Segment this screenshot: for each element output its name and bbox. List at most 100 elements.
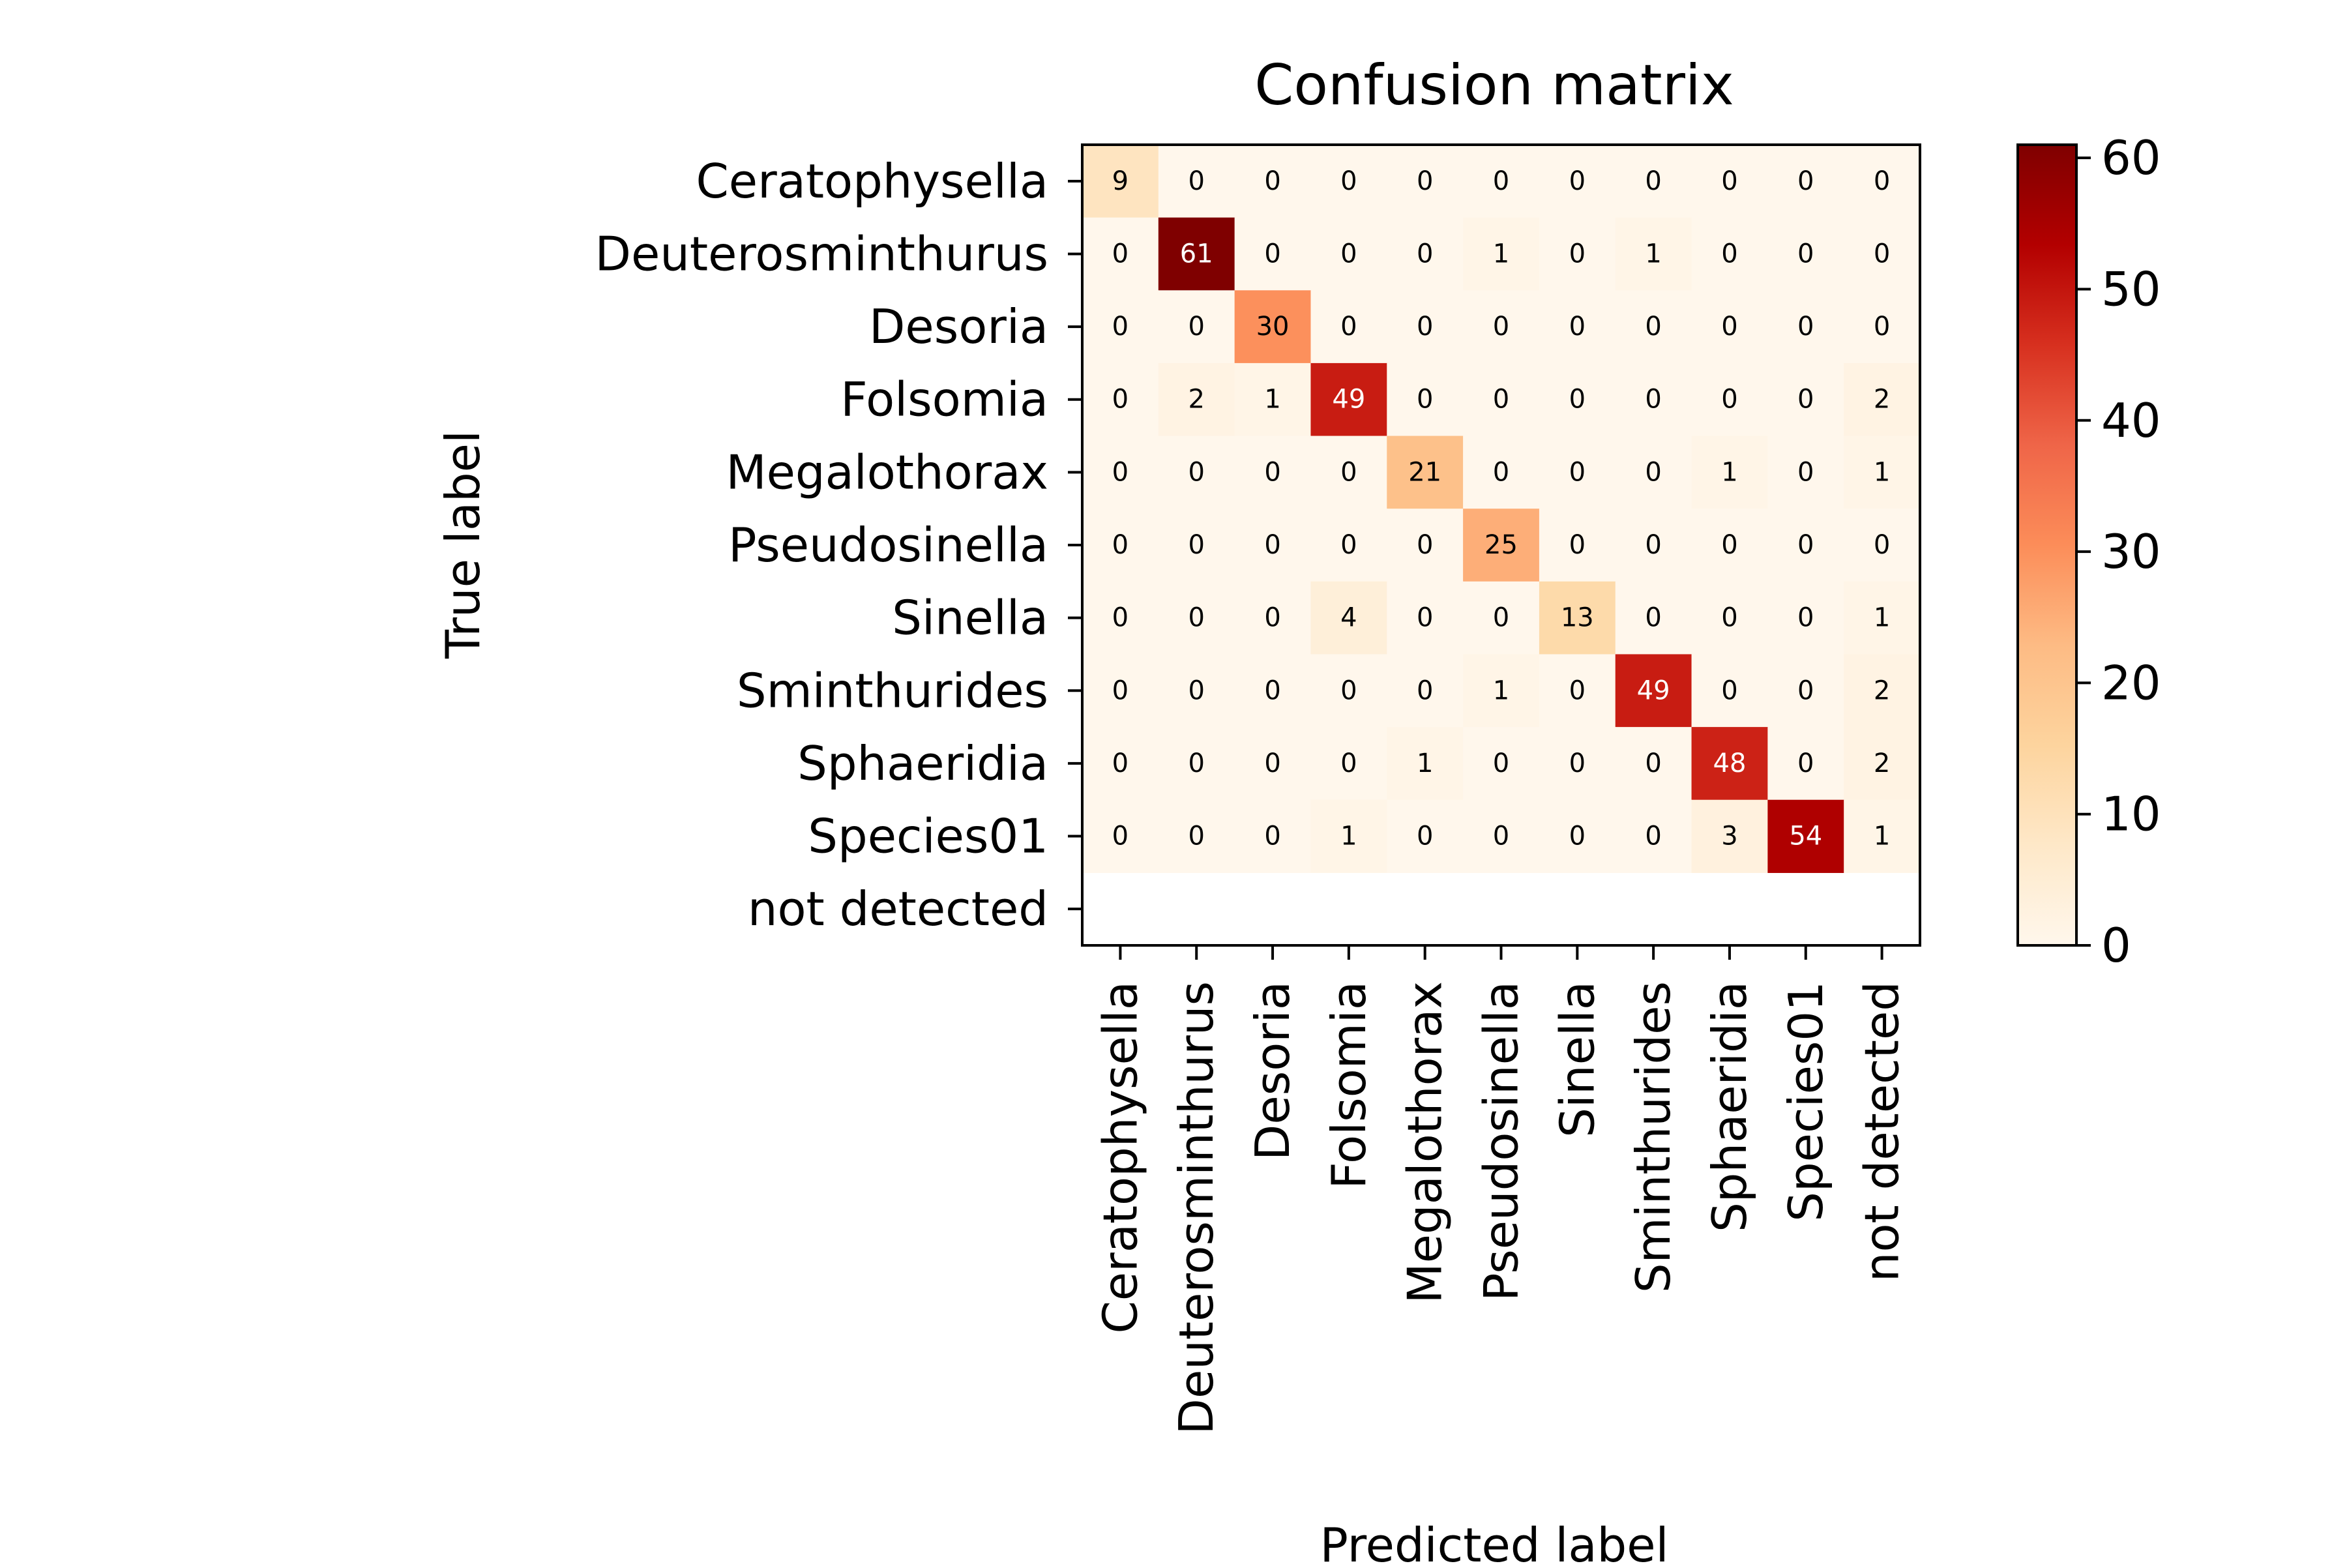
cell-value-label: 0 <box>1874 530 1890 560</box>
y-tick-label: Sminthurides <box>737 663 1048 718</box>
cell-value-label: 0 <box>1264 166 1280 196</box>
colorbar-tick-label: 20 <box>2101 655 2161 710</box>
cell-value-label: 0 <box>1645 748 1661 778</box>
cell-value-label: 61 <box>1180 239 1213 269</box>
x-axis-ticks: Ceratophysella Deuterosminthurus Desoria Fo… <box>1093 945 1910 1435</box>
cell-value-label: 2 <box>1874 675 1890 705</box>
heatmap-cell <box>1767 727 1844 801</box>
cell-value-label: 0 <box>1797 166 1814 196</box>
cell-value-label: 0 <box>1340 166 1357 196</box>
heatmap-cell <box>1387 581 1464 655</box>
heatmap-cell <box>1767 581 1844 655</box>
y-tick-label: Pseudosinella <box>728 518 1048 572</box>
heatmap-cell <box>1387 509 1464 582</box>
colorbar-tick-label: 10 <box>2101 787 2161 842</box>
heatmap-cell <box>1539 217 1616 291</box>
cell-value-label: 0 <box>1340 748 1357 778</box>
colorbar-tick-label: 50 <box>2101 261 2161 316</box>
cell-value-label: 0 <box>1264 748 1280 778</box>
heatmap-cell <box>1539 290 1616 364</box>
cell-value-label: 0 <box>1417 239 1433 269</box>
cell-value-label: 0 <box>1417 385 1433 415</box>
cell-value-label: 0 <box>1874 239 1890 269</box>
cell-value-label: 0 <box>1645 166 1661 196</box>
cell-value-label: 0 <box>1493 748 1509 778</box>
cell-value-label: 0 <box>1112 457 1129 487</box>
heatmap-cell <box>1767 509 1844 582</box>
cell-value-label: 54 <box>1789 821 1822 851</box>
heatmap-cell <box>1844 362 1921 437</box>
cell-value-label: 0 <box>1417 821 1433 851</box>
heatmap-cell <box>1844 290 1921 364</box>
cell-value-label: 0 <box>1417 312 1433 342</box>
y-tick-label: Megalothorax <box>726 445 1048 499</box>
cell-value-label: 0 <box>1264 603 1280 633</box>
heatmap-cell <box>1234 362 1312 437</box>
cell-value-label: 13 <box>1561 603 1594 633</box>
heatmap-cell <box>1463 654 1540 728</box>
x-tick-label: Desoria <box>1245 981 1300 1161</box>
heatmap-cell <box>1463 362 1540 437</box>
heatmap-cell <box>1463 799 1540 873</box>
heatmap-cell <box>1234 654 1312 728</box>
cell-value-label: 1 <box>1264 385 1280 415</box>
cell-value-label: 0 <box>1874 312 1890 342</box>
heatmap-cells <box>1082 145 1921 873</box>
cell-value-label: 0 <box>1340 239 1357 269</box>
cell-value-label: 0 <box>1721 166 1737 196</box>
heatmap-cell <box>1310 290 1387 364</box>
heatmap-cell <box>1158 509 1235 582</box>
heatmap-cell <box>1463 436 1540 509</box>
heatmap-cell <box>1767 290 1844 364</box>
cell-value-label: 0 <box>1797 457 1814 487</box>
heatmap-cell <box>1082 727 1159 801</box>
heatmap-cell <box>1082 290 1159 364</box>
cell-value-label: 0 <box>1569 748 1586 778</box>
cell-value-label: 0 <box>1721 530 1737 560</box>
heatmap-cell <box>1463 509 1540 582</box>
heatmap-cell <box>1539 145 1616 218</box>
heatmap-cell <box>1615 436 1692 509</box>
cell-value-label: 0 <box>1417 603 1433 633</box>
x-tick-label: Folsomia <box>1321 981 1376 1189</box>
cell-value-label: 0 <box>1797 239 1814 269</box>
heatmap-cell <box>1615 654 1692 728</box>
heatmap-cell <box>1082 654 1159 728</box>
heatmap-cell <box>1615 290 1692 364</box>
cell-value-label: 0 <box>1569 675 1586 705</box>
heatmap-cell <box>1615 362 1692 437</box>
heatmap-cell <box>1844 509 1921 582</box>
heatmap-cell <box>1691 217 1768 291</box>
y-tick-label: not detected <box>748 881 1048 936</box>
y-tick-label: Ceratophysella <box>696 154 1048 209</box>
cell-value-label: 0 <box>1264 530 1280 560</box>
cell-value-label: 0 <box>1874 166 1890 196</box>
cell-value-label: 0 <box>1645 385 1661 415</box>
heatmap-cell <box>1844 727 1921 801</box>
heatmap-cell <box>1234 436 1312 509</box>
heatmap-cell <box>1310 727 1387 801</box>
heatmap-cell <box>1844 799 1921 873</box>
heatmap-cell <box>1082 799 1159 873</box>
cell-value-label: 0 <box>1797 748 1814 778</box>
cell-value-label: 0 <box>1264 821 1280 851</box>
heatmap-cell <box>1691 727 1768 801</box>
heatmap-cell <box>1767 436 1844 509</box>
cell-value-label: 0 <box>1264 675 1280 705</box>
cell-value-label: 0 <box>1721 312 1737 342</box>
heatmap-cell <box>1310 799 1387 873</box>
heatmap-cell <box>1310 654 1387 728</box>
cell-value-label: 0 <box>1112 385 1129 415</box>
heatmap-cell <box>1844 654 1921 728</box>
heatmap-cell <box>1387 654 1464 728</box>
heatmap-cell <box>1310 509 1387 582</box>
cell-value-label: 0 <box>1645 530 1661 560</box>
heatmap-cell <box>1615 145 1692 218</box>
heatmap-cell <box>1691 145 1768 218</box>
heatmap-cell <box>1082 509 1159 582</box>
heatmap-cell <box>1844 145 1921 218</box>
cell-value-label: 1 <box>1874 821 1890 851</box>
heatmap-cell <box>1387 217 1464 291</box>
heatmap-cell <box>1234 581 1312 655</box>
